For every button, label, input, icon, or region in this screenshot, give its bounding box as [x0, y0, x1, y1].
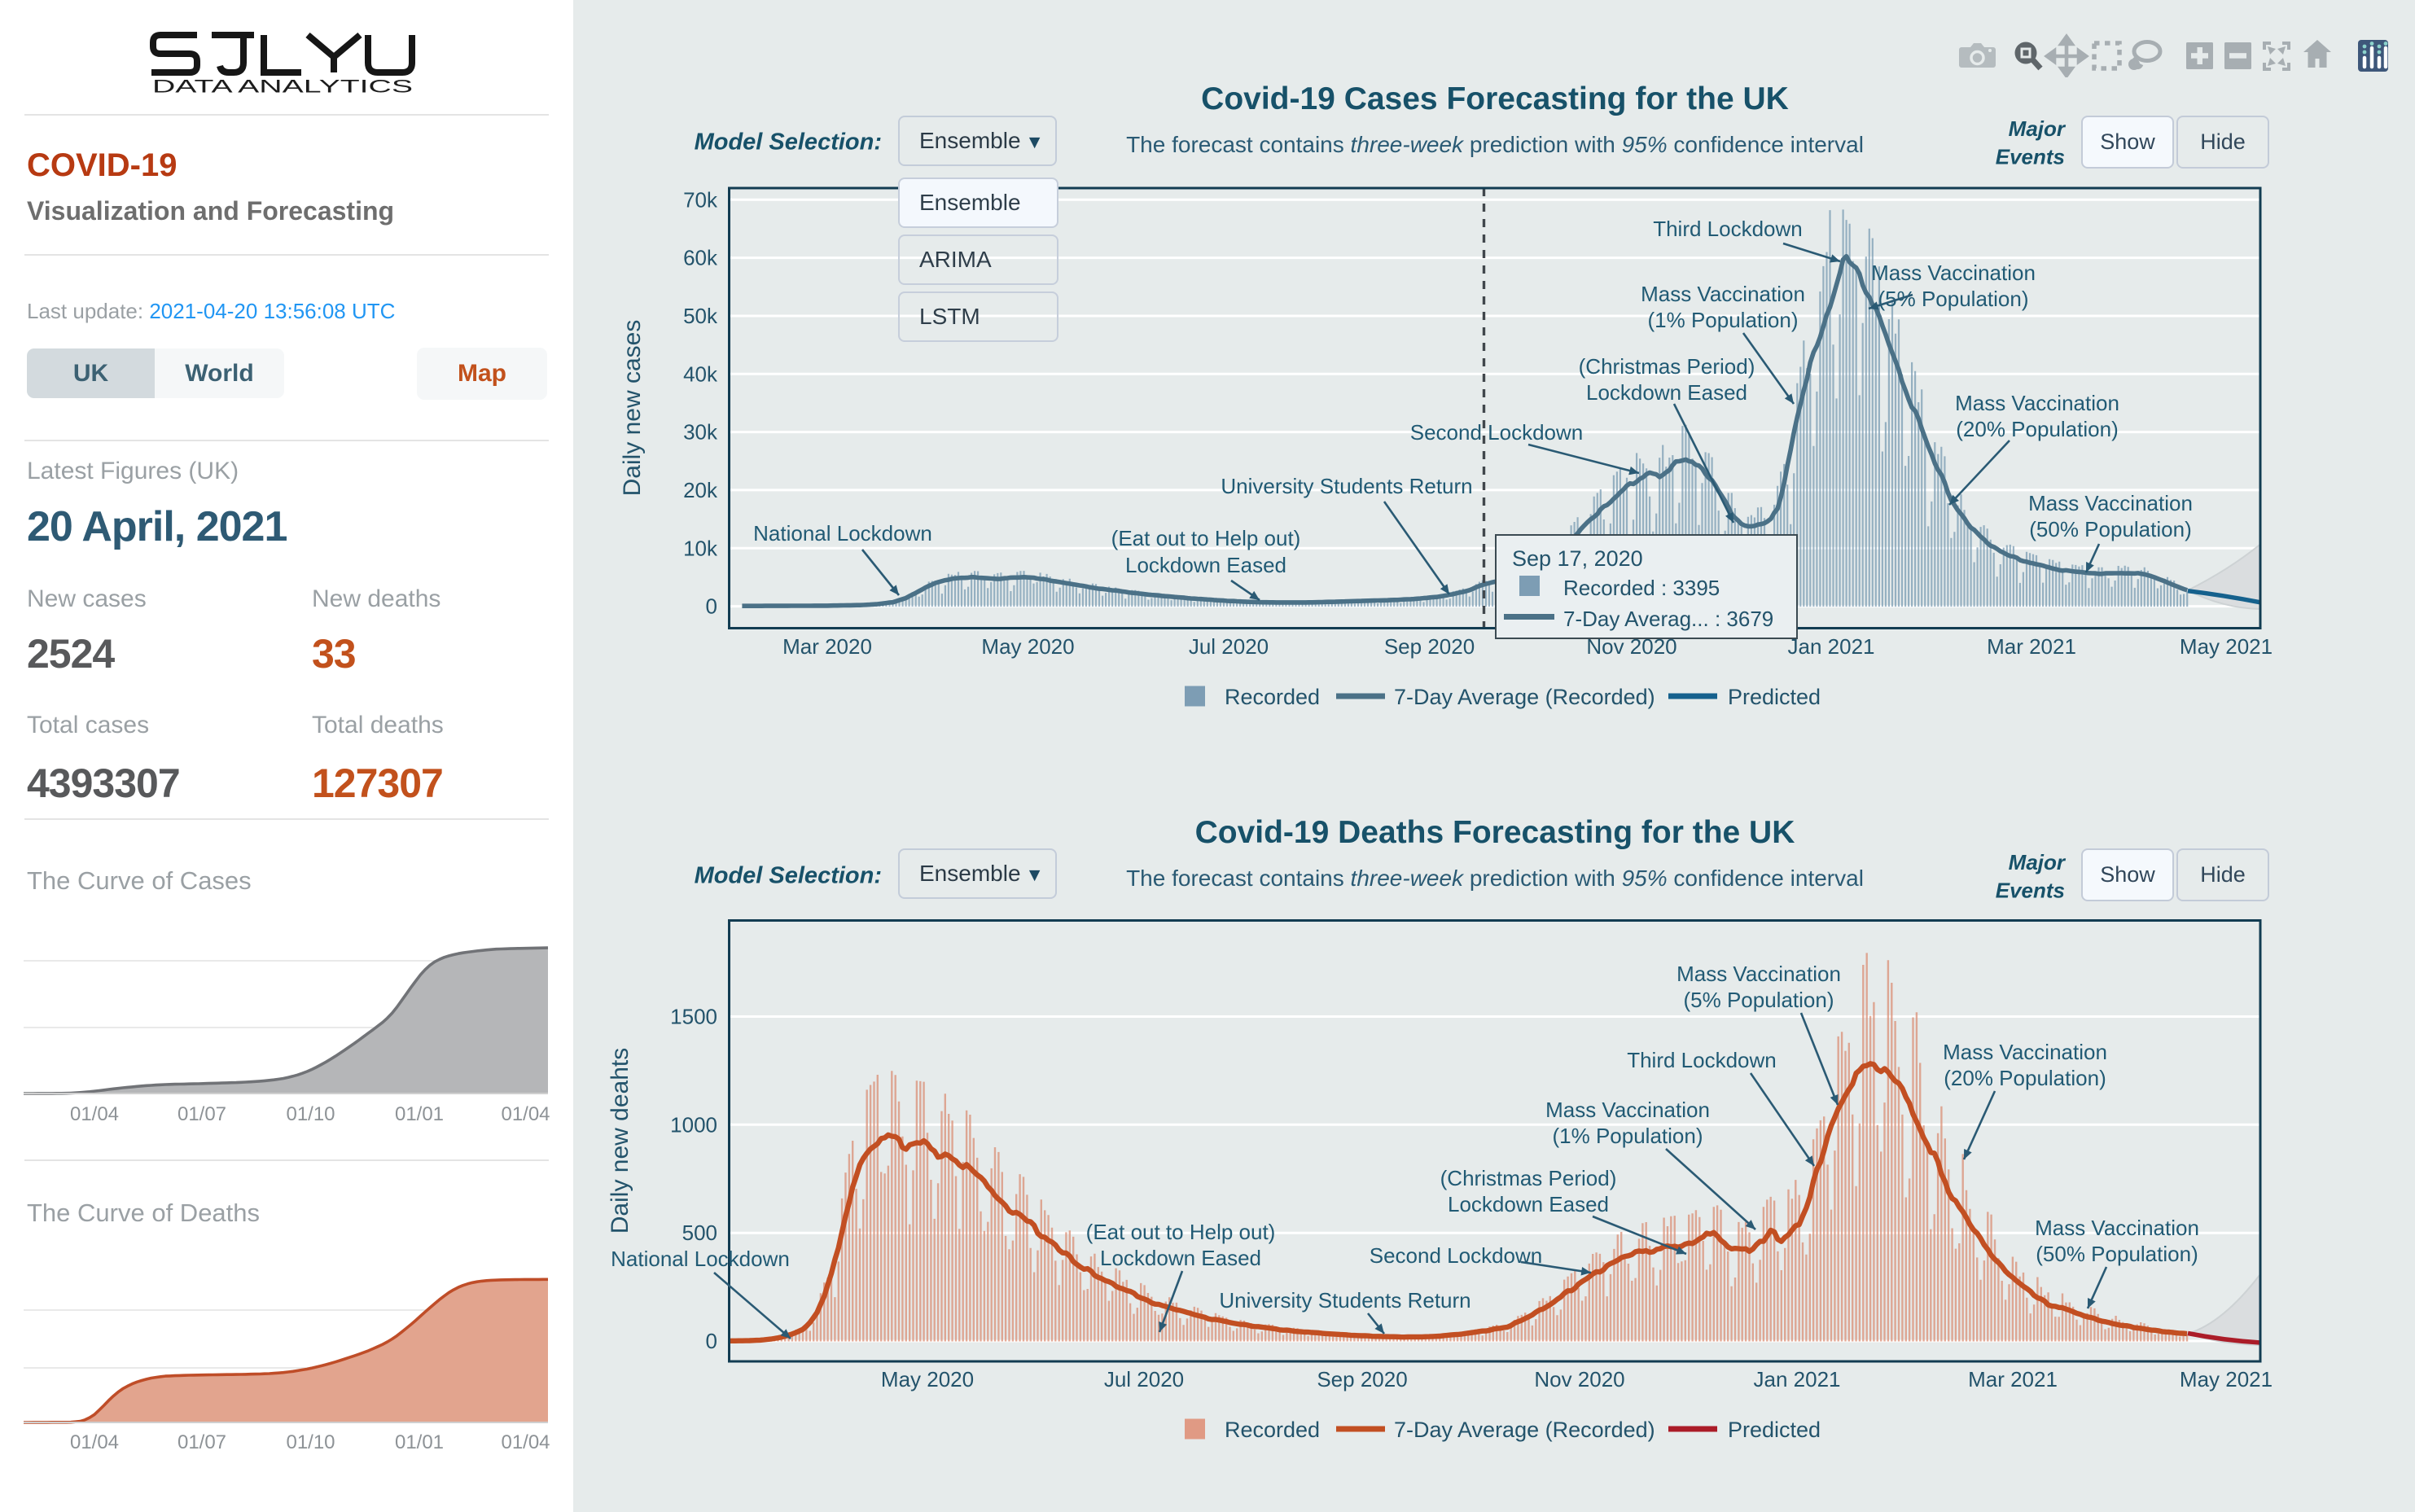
svg-text:Covid-19 Cases Forecasting for: Covid-19 Cases Forecasting for the UK	[1201, 81, 1789, 116]
svg-text:Major: Major	[2009, 850, 2067, 874]
svg-text:01/07: 01/07	[178, 1103, 226, 1125]
svg-text:Jan 2021: Jan 2021	[1754, 1367, 1841, 1391]
svg-text:Model Selection:: Model Selection:	[695, 863, 882, 889]
svg-text:Events: Events	[1996, 879, 2065, 903]
svg-text:Predicted: Predicted	[1728, 1418, 1821, 1442]
svg-text:1500: 1500	[670, 1005, 717, 1029]
svg-text:Recorded: Recorded	[1225, 685, 1320, 709]
svg-text:(5% Population): (5% Population)	[1684, 988, 1834, 1012]
svg-text:Third Lockdown: Third Lockdown	[1627, 1048, 1777, 1072]
svg-text:(Eat out to Help out): (Eat out to Help out)	[1111, 526, 1301, 550]
svg-text:01/04: 01/04	[70, 1431, 119, 1453]
svg-text:20k: 20k	[683, 478, 718, 502]
svg-text:(20% Population): (20% Population)	[1944, 1066, 2106, 1090]
svg-text:01/01: 01/01	[395, 1103, 444, 1125]
svg-text:Lockdown Eased: Lockdown Eased	[1125, 553, 1286, 577]
svg-text:Sep 2020: Sep 2020	[1384, 634, 1475, 659]
svg-text:40k: 40k	[683, 362, 718, 386]
svg-text:500: 500	[682, 1221, 717, 1245]
svg-text:(Eat out to Help out): (Eat out to Help out)	[1086, 1220, 1276, 1244]
svg-text:May 2021: May 2021	[2180, 1367, 2273, 1391]
svg-text:National Lockdown: National Lockdown	[753, 521, 932, 546]
svg-text:Events: Events	[1996, 145, 2065, 169]
svg-text:Mar 2020: Mar 2020	[782, 634, 872, 659]
svg-text:(50% Population): (50% Population)	[2036, 1242, 2198, 1266]
svg-text:7-Day Average (Recorded): 7-Day Average (Recorded)	[1394, 1418, 1655, 1442]
svg-text:70k: 70k	[683, 187, 718, 212]
svg-text:Major: Major	[2009, 116, 2067, 141]
svg-text:Nov 2020: Nov 2020	[1534, 1367, 1624, 1391]
svg-text:Mass Vaccination: Mass Vaccination	[1641, 282, 1805, 306]
svg-text:Mass Vaccination: Mass Vaccination	[1871, 261, 2036, 285]
svg-text:Model Selection:: Model Selection:	[695, 129, 882, 156]
svg-text:1000: 1000	[670, 1112, 717, 1137]
svg-text:Daily new deahts: Daily new deahts	[607, 1048, 633, 1234]
svg-text:University Students Return: University Students Return	[1219, 1288, 1470, 1313]
svg-text:7-Day Average (Recorded): 7-Day Average (Recorded)	[1394, 685, 1655, 709]
svg-text:Mass Vaccination: Mass Vaccination	[1943, 1040, 2107, 1064]
svg-text:National Lockdown: National Lockdown	[611, 1247, 790, 1271]
svg-text:(1% Population): (1% Population)	[1553, 1124, 1703, 1148]
svg-text:DATA ANALYTICS: DATA ANALYTICS	[152, 77, 413, 95]
svg-text:Predicted: Predicted	[1728, 685, 1821, 709]
svg-text:Lockdown Eased: Lockdown Eased	[1448, 1192, 1609, 1216]
svg-text:Mass Vaccination: Mass Vaccination	[2028, 491, 2193, 515]
svg-text:Mass Vaccination: Mass Vaccination	[2035, 1216, 2199, 1240]
svg-text:Lockdown Eased: Lockdown Eased	[1100, 1246, 1261, 1270]
svg-text:60k: 60k	[683, 246, 718, 270]
svg-text:Second Lockdown: Second Lockdown	[1410, 420, 1583, 445]
svg-text:01/04: 01/04	[501, 1103, 550, 1125]
svg-text:Jul 2020: Jul 2020	[1104, 1367, 1184, 1391]
svg-text:01/10: 01/10	[286, 1103, 335, 1125]
svg-text:Daily new cases: Daily new cases	[619, 320, 646, 497]
svg-text:(Christmas Period): (Christmas Period)	[1579, 354, 1755, 379]
svg-text:01/04: 01/04	[70, 1103, 119, 1125]
svg-text:(20% Population): (20% Population)	[1956, 417, 2118, 441]
svg-text:The forecast contains three-we: The forecast contains three-week predict…	[1126, 866, 1864, 891]
svg-text:10k: 10k	[683, 536, 718, 560]
svg-text:50k: 50k	[683, 304, 718, 328]
svg-text:May 2020: May 2020	[981, 634, 1074, 659]
svg-text:Mass Vaccination: Mass Vaccination	[1676, 962, 1841, 986]
svg-text:0: 0	[706, 1329, 717, 1353]
svg-text:Lockdown Eased: Lockdown Eased	[1586, 380, 1747, 405]
svg-text:Jul 2020: Jul 2020	[1189, 634, 1269, 659]
svg-text:May 2020: May 2020	[881, 1367, 974, 1391]
svg-text:Mass Vaccination: Mass Vaccination	[1955, 391, 2119, 415]
svg-text:01/04: 01/04	[501, 1431, 550, 1453]
svg-text:Jan 2021: Jan 2021	[1788, 634, 1875, 659]
svg-text:Mar 2021: Mar 2021	[1987, 634, 2076, 659]
svg-text:Third Lockdown: Third Lockdown	[1653, 217, 1803, 241]
svg-text:May 2021: May 2021	[2180, 634, 2273, 659]
svg-text:0: 0	[706, 594, 717, 619]
svg-text:(1% Population): (1% Population)	[1648, 308, 1799, 332]
svg-text:Second Lockdown: Second Lockdown	[1370, 1243, 1542, 1268]
svg-text:(Christmas Period): (Christmas Period)	[1440, 1166, 1617, 1190]
svg-text:The forecast contains three-we: The forecast contains three-week predict…	[1126, 132, 1864, 157]
svg-text:Mass Vaccination: Mass Vaccination	[1545, 1098, 1710, 1122]
svg-text:Recorded: Recorded	[1225, 1418, 1320, 1442]
svg-text:01/07: 01/07	[178, 1431, 226, 1453]
svg-text:Sep 2020: Sep 2020	[1317, 1367, 1407, 1391]
svg-text:(50% Population): (50% Population)	[2029, 517, 2191, 541]
svg-text:01/01: 01/01	[395, 1431, 444, 1453]
svg-text:Covid-19 Deaths Forecasting fo: Covid-19 Deaths Forecasting for the UK	[1195, 815, 1795, 850]
svg-text:University Students Return: University Students Return	[1221, 474, 1472, 498]
svg-text:Mar 2021: Mar 2021	[1968, 1367, 2058, 1391]
svg-text:30k: 30k	[683, 420, 718, 445]
svg-text:(5% Population): (5% Population)	[1878, 287, 2029, 311]
svg-text:01/10: 01/10	[286, 1431, 335, 1453]
